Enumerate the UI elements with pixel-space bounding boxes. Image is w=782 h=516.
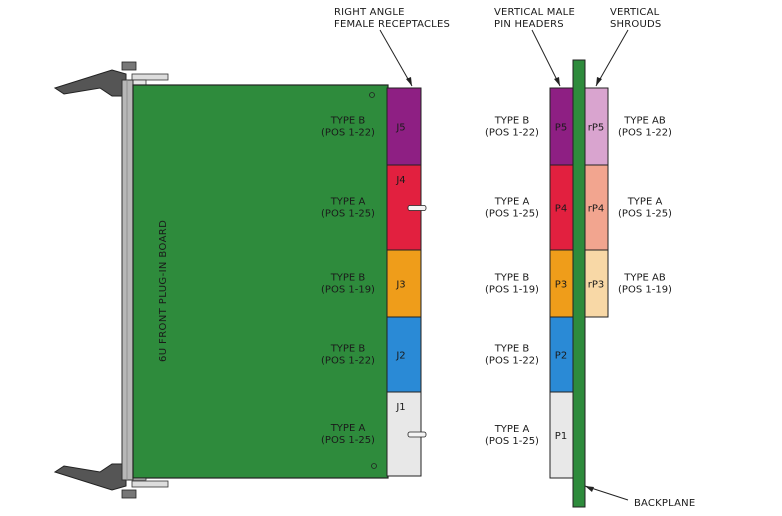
receptacle-j5-pos: (POS 1-22): [321, 128, 375, 139]
receptacle-j4-id: J4: [395, 175, 405, 186]
pin-header-p1-type: TYPE A: [494, 424, 530, 435]
board-label: 6U FRONT PLUG-IN BOARD: [158, 220, 169, 362]
leader-right-angle: [379, 29, 413, 87]
header-vertical-male-line1: VERTICAL MALE: [494, 7, 575, 18]
shroud-rp5-pos: (POS 1-22): [618, 128, 672, 139]
pin-header-p5-id: P5: [555, 123, 567, 134]
receptacle-j1-id: J1: [395, 402, 405, 413]
receptacle-j2-type: TYPE B: [330, 344, 366, 355]
shroud-rp3-pos: (POS 1-19): [618, 285, 672, 296]
receptacle-j2-pos: (POS 1-22): [321, 356, 375, 367]
mounting-hole: [369, 92, 375, 98]
shroud-rp3-id: rP3: [588, 280, 605, 291]
pin-header-p4-type: TYPE A: [494, 197, 530, 208]
pin-header-p5-pos: (POS 1-22): [485, 128, 539, 139]
pin-header-p3-id: P3: [555, 280, 567, 291]
header-right-angle-line1: RIGHT ANGLE: [334, 7, 405, 18]
leader-vertical-male: [531, 29, 561, 87]
receptacle-j4-pos: (POS 1-25): [321, 209, 375, 220]
pin-header-p1-pos: (POS 1-25): [485, 436, 539, 447]
receptacle-j5-id: J5: [395, 123, 405, 134]
shroud-rp4-pos: (POS 1-25): [618, 209, 672, 220]
front-panel: [121, 79, 134, 481]
arrow-right-angle: [406, 77, 412, 86]
guide-pin: [407, 205, 427, 211]
receptacle-j1-pos: (POS 1-25): [321, 435, 375, 446]
receptacle-j3-id: J3: [395, 280, 405, 291]
receptacle-j3-pos: (POS 1-19): [321, 285, 375, 296]
header-right-angle-line2: FEMALE RECEPTACLES: [334, 19, 450, 30]
leader-vertical-shrouds: [595, 29, 629, 87]
receptacle-j3-type: TYPE B: [330, 273, 366, 284]
shroud-rp4-id: rP4: [588, 204, 605, 215]
pin-header-p4-id: P4: [555, 204, 567, 215]
backplane: [572, 59, 586, 508]
shroud-rp3-type: TYPE AB: [623, 273, 666, 284]
arrow-backplane: [585, 486, 594, 492]
receptacle-j4-type: TYPE A: [330, 197, 366, 208]
pin-header-p1-id: P1: [555, 431, 567, 442]
receptacle-j1-type: TYPE A: [330, 423, 366, 434]
arrow-vertical-male: [554, 77, 560, 86]
pin-header-p2-pos: (POS 1-22): [485, 356, 539, 367]
pin-header-p2-id: P2: [555, 351, 567, 362]
guide-pin: [407, 431, 427, 438]
pin-header-p2-type: TYPE B: [494, 344, 530, 355]
pin-header-p3-type: TYPE B: [494, 273, 530, 284]
header-vertical-shrouds-line2: SHROUDS: [610, 19, 661, 30]
header-vertical-shrouds-line1: VERTICAL: [610, 7, 660, 18]
pin-header-p4-pos: (POS 1-25): [485, 209, 539, 220]
shroud-rp4-type: TYPE A: [627, 197, 663, 208]
pin-header-p3-pos: (POS 1-19): [485, 285, 539, 296]
header-vertical-male-line2: PIN HEADERS: [494, 19, 564, 30]
backplane-label: BACKPLANE: [634, 498, 695, 509]
mounting-hole: [371, 463, 377, 469]
shroud-rp5-type: TYPE AB: [623, 116, 666, 127]
receptacle-j5: [386, 87, 422, 166]
shroud-rp5-id: rP5: [588, 123, 605, 134]
arrow-vertical-shrouds: [596, 77, 602, 86]
receptacle-j2-id: J2: [395, 351, 405, 362]
receptacle-j2: [386, 316, 422, 393]
pin-header-p5-type: TYPE B: [494, 116, 530, 127]
receptacle-j5-type: TYPE B: [330, 116, 366, 127]
